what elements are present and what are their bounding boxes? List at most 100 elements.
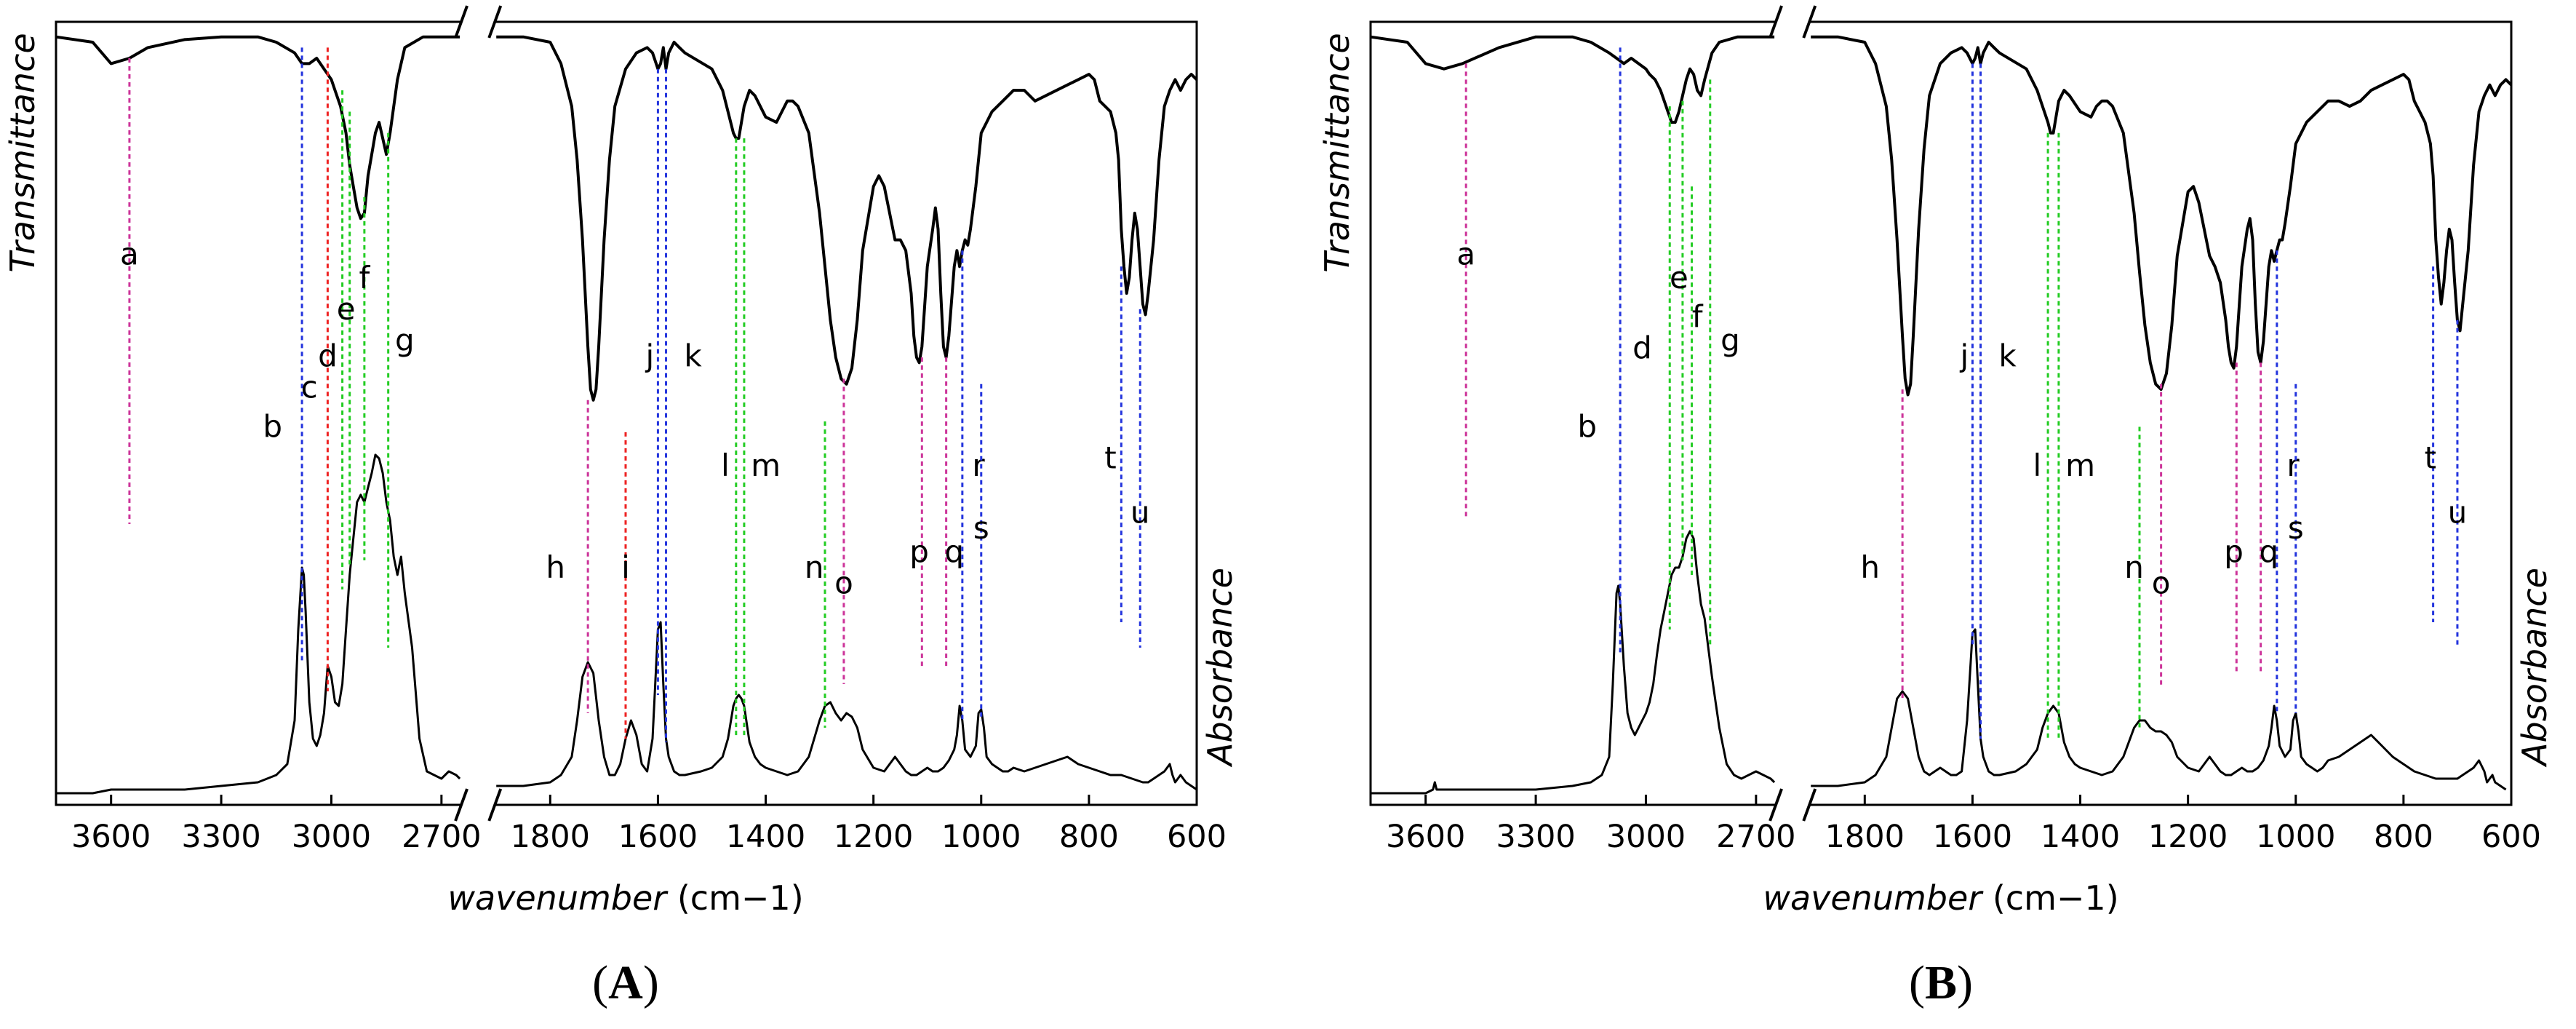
peak-label-f: f	[359, 260, 370, 295]
peak-label-u: u	[2448, 495, 2468, 531]
x-tick-label: 1400	[2041, 819, 2120, 855]
x-tick-label: 1200	[834, 819, 913, 855]
peak-label-o: o	[834, 565, 853, 600]
peak-label-h: h	[546, 549, 565, 585]
peak-label-d: d	[1632, 330, 1652, 366]
x-tick-label: 1000	[2256, 819, 2335, 855]
peak-label-d: d	[318, 338, 338, 373]
axis-break-mark	[454, 5, 468, 39]
x-tick-label: 3300	[181, 819, 260, 855]
transmittance-line-right	[1811, 35, 2513, 397]
peak-label-p: p	[2224, 533, 2244, 569]
peak-label-q: q	[944, 533, 964, 569]
peak-label-a: a	[1456, 237, 1475, 272]
peak-label-c: c	[301, 369, 318, 405]
x-tick-label: 600	[1167, 819, 1227, 855]
peak-label-j: j	[645, 338, 654, 373]
axis-break-mark	[454, 788, 468, 822]
panel-paren-close: )	[1957, 956, 1973, 1009]
panel-label: (A)	[592, 956, 659, 1009]
panel-letter: B	[1925, 956, 1957, 1009]
panel-paren-open: (	[592, 956, 608, 1009]
peak-label-a: a	[120, 237, 139, 272]
x-tick-label: 1800	[511, 819, 590, 855]
panel-b: 3600 3300 3000 2700 1800 1600 1400 1200 1000 800 6…	[1317, 4, 2554, 1009]
peak-label-s: s	[2288, 510, 2304, 546]
axis-break-mark	[1802, 788, 1817, 822]
peak-label-e: e	[337, 291, 356, 327]
peak-label-i: i	[621, 549, 630, 585]
x-tick-label: 600	[2481, 819, 2541, 855]
x-tick-label: 3000	[292, 819, 371, 855]
peak-label-r: r	[2286, 448, 2300, 483]
transmittance-line-left	[55, 35, 460, 220]
peak-label-m: m	[2065, 448, 2095, 483]
transmittance-line-right	[496, 35, 1198, 402]
peak-label-b: b	[263, 408, 282, 444]
peak-label-f: f	[1692, 299, 1704, 335]
x-tick-label: 2700	[1716, 819, 1795, 855]
peak-label-k: k	[684, 338, 702, 373]
panel-label: (B)	[1909, 956, 1973, 1009]
x-axis-label: wavenumber (cm−1)	[1763, 878, 2118, 918]
x-axis-unit: (cm−1)	[677, 878, 804, 918]
peak-label-h: h	[1860, 549, 1880, 585]
x-tick-label: 800	[2374, 819, 2433, 855]
peak-label-l: l	[721, 448, 730, 483]
y-label-absorbance: Absorbance	[2515, 568, 2554, 768]
y-label-transmittance: Transmittance	[1317, 33, 1357, 272]
peak-label-t: t	[2425, 440, 2436, 475]
x-axis-unit: (cm−1)	[1993, 878, 2119, 918]
axis-break-mark	[1768, 5, 1783, 39]
x-tick-label: 1800	[1825, 819, 1905, 855]
x-tick-label: 1200	[2148, 819, 2228, 855]
peak-label-r: r	[972, 448, 985, 483]
peak-label-g: g	[1720, 322, 1740, 358]
peak-label-u: u	[1131, 495, 1150, 531]
panel-paren-close: )	[643, 956, 659, 1009]
y-label-transmittance: Transmittance	[3, 33, 42, 272]
peak-label-t: t	[1104, 440, 1116, 475]
axis-break-mark	[487, 788, 503, 822]
peak-label-g: g	[395, 322, 415, 358]
panel-paren-open: (	[1909, 956, 1925, 1009]
panel-letter: A	[608, 956, 643, 1009]
plot-frame	[55, 20, 1198, 806]
x-tick-label: 1600	[618, 819, 698, 855]
x-tick-label: 3600	[71, 819, 151, 855]
x-tick-label: 1600	[1933, 819, 2012, 855]
absorbance-line-right	[1811, 628, 2507, 791]
absorbance-line-left	[56, 453, 461, 795]
absorbance-line-right	[496, 621, 1197, 791]
panel-a: 3600 3300 3000 2700 1800 1600 1400 1200 1000 800 6…	[3, 4, 1240, 1009]
peak-label-n: n	[805, 549, 824, 585]
x-tick-label: 3300	[1496, 819, 1575, 855]
absorbance-line-left	[1371, 530, 1776, 795]
x-tick-label: 3600	[1386, 819, 1465, 855]
x-tick-label: 1000	[941, 819, 1021, 855]
transmittance-line-left	[1370, 35, 1775, 124]
peak-label-l: l	[2033, 448, 2041, 483]
peak-label-j: j	[1959, 338, 1969, 373]
peak-label-e: e	[1670, 260, 1688, 295]
y-label-absorbance: Absorbance	[1200, 568, 1240, 768]
plot-frame	[1369, 20, 2513, 806]
peak-label-q: q	[2259, 533, 2278, 569]
peak-label-m: m	[751, 448, 781, 483]
x-axis-label: wavenumber (cm−1)	[447, 878, 803, 918]
peak-label-b: b	[1577, 408, 1597, 444]
axis-break-mark	[1768, 788, 1783, 822]
axis-break-mark	[1802, 5, 1817, 39]
peak-label-p: p	[909, 533, 929, 569]
x-axis-quantity: wavenumber	[1763, 878, 1993, 918]
peak-label-s: s	[973, 510, 989, 546]
x-tick-label: 2700	[402, 819, 481, 855]
x-tick-label: 800	[1059, 819, 1119, 855]
peak-label-n: n	[2124, 549, 2144, 585]
axis-break-mark	[487, 5, 503, 39]
x-tick-label: 1400	[726, 819, 805, 855]
x-tick-label: 3000	[1606, 819, 1686, 855]
peak-label-o: o	[2152, 565, 2171, 600]
peak-label-k: k	[1998, 338, 2017, 373]
